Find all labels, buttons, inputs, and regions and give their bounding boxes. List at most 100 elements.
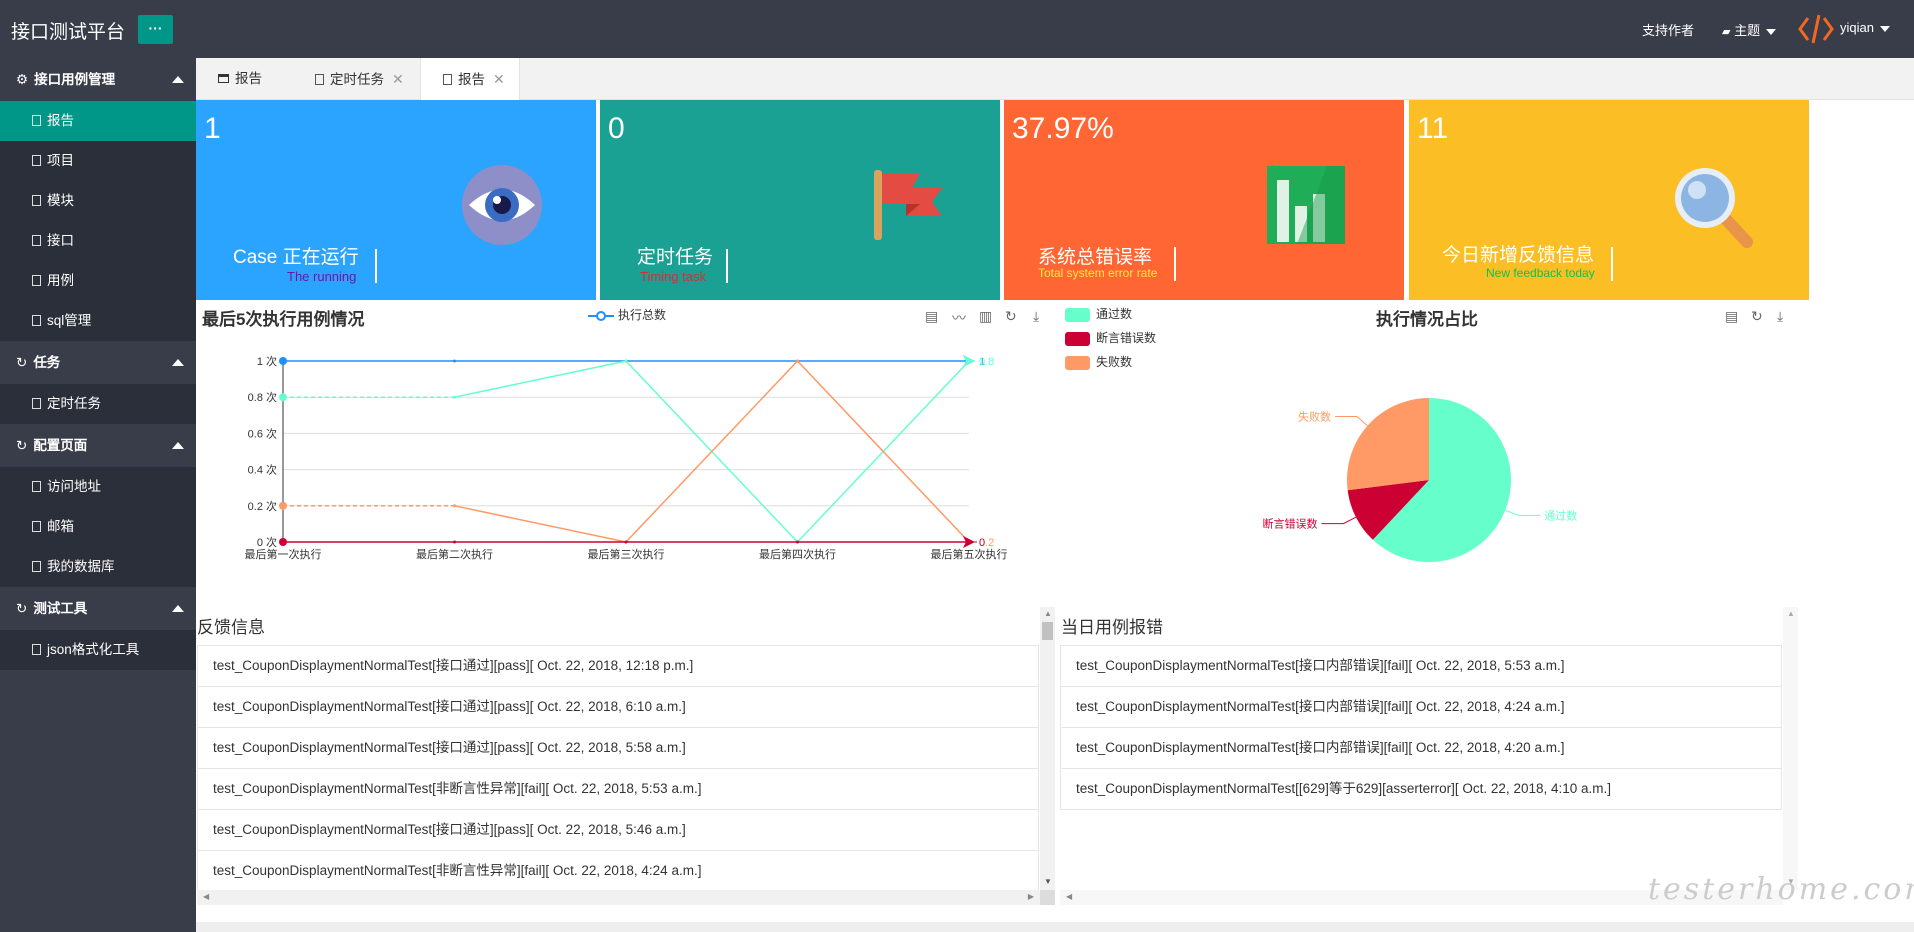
pie-legend-item[interactable]: 断言错误数	[1065, 330, 1156, 346]
list-item[interactable]: test_CouponDisplaymentNormalTest[接口通过][p…	[197, 728, 1039, 769]
pie-slice[interactable]	[1372, 398, 1511, 562]
x-tick-label: 最后第四次执行	[759, 547, 836, 561]
pie-legend-item[interactable]: 失败数	[1065, 354, 1132, 370]
support-author-link[interactable]: 支持作者	[1642, 23, 1695, 38]
errors-list: test_CouponDisplaymentNormalTest[接口内部错误]…	[1060, 645, 1782, 810]
scroll-down-arrow-icon[interactable]: ▼	[1787, 877, 1795, 886]
pie-slice-label: 失败数	[1298, 410, 1331, 424]
data-view-icon[interactable]: ▤	[925, 308, 939, 324]
pie-slice[interactable]	[1347, 398, 1429, 491]
tab-report-home[interactable]: 报告	[196, 58, 293, 100]
pie-chart-title: 执行情况占比	[1376, 310, 1478, 329]
scroll-up-arrow-icon[interactable]: ▲	[1044, 609, 1052, 618]
menu-toggle-button[interactable]: ···	[138, 15, 173, 44]
sidebar: ⚙ 接口用例管理 报告 项目 模块 接口 用例 sql管理 ↻ 任务 定时任务 ↻ 配…	[0, 58, 196, 932]
list-item[interactable]: test_CouponDisplaymentNormalTest[接口通过][p…	[197, 646, 1039, 687]
legend-swatch	[1065, 331, 1090, 346]
errors-vertical-scrollbar[interactable]: ▲ ▼	[1783, 607, 1798, 890]
sidebar-item-sql[interactable]: sql管理	[0, 301, 196, 341]
user-dropdown[interactable]: yiqian	[1840, 20, 1890, 35]
file-icon	[32, 195, 41, 206]
list-item[interactable]: test_CouponDisplaymentNormalTest[接口内部错误]…	[1060, 728, 1782, 769]
feedback-horizontal-scrollbar[interactable]: ◀ ▶	[197, 890, 1040, 905]
nav-group-tools[interactable]: ↻ 测试工具	[0, 587, 196, 630]
line-mode-icon[interactable]: 〰	[952, 310, 966, 326]
nav-group-tasks[interactable]: ↻ 任务	[0, 341, 196, 384]
card-title: 定时任务	[637, 247, 714, 268]
nav-sub-case-management: 报告 项目 模块 接口 用例 sql管理	[0, 101, 196, 341]
scroll-thumb[interactable]	[1042, 622, 1053, 640]
pie-label-line	[1321, 516, 1357, 525]
file-icon	[32, 275, 41, 286]
line-chart-title: 最后5次执行用例情况	[202, 310, 365, 329]
close-icon[interactable]: ✕	[493, 71, 505, 87]
list-item[interactable]: test_CouponDisplaymentNormalTest[[629]等于…	[1060, 769, 1782, 810]
chevron-up-icon	[172, 76, 184, 83]
series-start-point	[279, 501, 287, 510]
series-point	[624, 359, 628, 363]
sidebar-item-database[interactable]: 我的数据库	[0, 547, 196, 587]
refresh-icon[interactable]: ↻	[1751, 308, 1763, 324]
sidebar-item-email[interactable]: 邮箱	[0, 507, 196, 547]
series-start-point	[279, 538, 287, 546]
download-icon[interactable]: ⤓	[1033, 308, 1040, 324]
series-end-label: 0.2	[979, 537, 994, 549]
sidebar-item-address[interactable]: 访问地址	[0, 467, 196, 507]
scroll-left-arrow-icon[interactable]: ◀	[1066, 892, 1073, 901]
code-logo-icon	[1798, 12, 1834, 49]
list-item[interactable]: test_CouponDisplaymentNormalTest[接口通过][p…	[197, 687, 1039, 728]
data-view-icon[interactable]: ▤	[1725, 308, 1739, 324]
list-item[interactable]: test_CouponDisplaymentNormalTest[接口内部错误]…	[1060, 646, 1782, 687]
file-icon	[32, 235, 41, 246]
scroll-left-arrow-icon[interactable]: ◀	[203, 892, 210, 901]
tab-bar: 报告 定时任务 ✕ 报告 ✕	[196, 58, 1914, 101]
y-tick-label: 0.2 次	[248, 499, 277, 513]
x-tick-label: 最后第一次执行	[245, 547, 322, 561]
list-item[interactable]: test_CouponDisplaymentNormalTest[非断言性异常]…	[197, 769, 1039, 810]
file-icon	[32, 481, 41, 492]
download-icon[interactable]: ⤓	[1777, 308, 1784, 324]
window-icon	[218, 74, 229, 83]
tab-report[interactable]: 报告 ✕	[420, 58, 520, 101]
tab-timed-task[interactable]: 定时任务 ✕	[293, 58, 418, 100]
sidebar-item-label: 访问地址	[47, 479, 101, 494]
list-item[interactable]: test_CouponDisplaymentNormalTest[接口内部错误]…	[1060, 687, 1782, 728]
bar-chart-icon	[1267, 166, 1345, 244]
theme-label: 主题	[1734, 23, 1761, 38]
pie-slice[interactable]	[1347, 480, 1429, 540]
pie-slice-label: 通过数	[1544, 509, 1577, 522]
bar-mode-icon[interactable]: ▥	[979, 308, 993, 324]
scroll-down-arrow-icon[interactable]: ▼	[1044, 877, 1052, 886]
list-item[interactable]: test_CouponDisplaymentNormalTest[接口通过][p…	[197, 810, 1039, 851]
sidebar-item-module[interactable]: 模块	[0, 181, 196, 221]
close-icon[interactable]: ✕	[392, 71, 404, 87]
card-subtitle: The running	[287, 269, 357, 284]
gear-icon: ⚙	[16, 72, 29, 87]
theme-dropdown[interactable]: ▰ 主题	[1722, 20, 1777, 39]
sidebar-item-case[interactable]: 用例	[0, 261, 196, 301]
file-icon	[315, 74, 324, 85]
card-error-rate: 37.97% 系统总错误率 Total system error rate	[1004, 100, 1404, 300]
sidebar-item-interface[interactable]: 接口	[0, 221, 196, 261]
errors-horizontal-scrollbar[interactable]: ◀	[1060, 890, 1783, 905]
scroll-right-arrow-icon[interactable]: ▶	[1027, 892, 1034, 901]
sidebar-item-timed-task[interactable]: 定时任务	[0, 384, 196, 424]
scroll-up-arrow-icon[interactable]: ▲	[1787, 609, 1795, 618]
list-item[interactable]: test_CouponDisplaymentNormalTest[非断言性异常]…	[197, 851, 1039, 892]
nav-group-case-management[interactable]: ⚙ 接口用例管理	[0, 58, 196, 101]
line-chart-legend[interactable]: 执行总数	[588, 306, 666, 323]
refresh-icon[interactable]: ↻	[1005, 308, 1017, 324]
series-end-label: 0.8	[979, 356, 994, 368]
feedback-vertical-scrollbar[interactable]: ▲ ▼	[1040, 607, 1055, 890]
sidebar-item-report[interactable]: 报告	[0, 101, 196, 141]
sidebar-item-json-tool[interactable]: json格式化工具	[0, 630, 196, 670]
sidebar-item-project[interactable]: 项目	[0, 141, 196, 181]
nav-group-label: 测试工具	[33, 601, 88, 616]
divider	[726, 249, 728, 283]
pie-legend-item[interactable]: 通过数	[1065, 306, 1132, 322]
nav-group-config[interactable]: ↻ 配置页面	[0, 424, 196, 467]
y-tick-label: 0.6 次	[248, 426, 277, 440]
errors-title: 当日用例报错	[1061, 618, 1163, 638]
series-point	[796, 359, 799, 363]
